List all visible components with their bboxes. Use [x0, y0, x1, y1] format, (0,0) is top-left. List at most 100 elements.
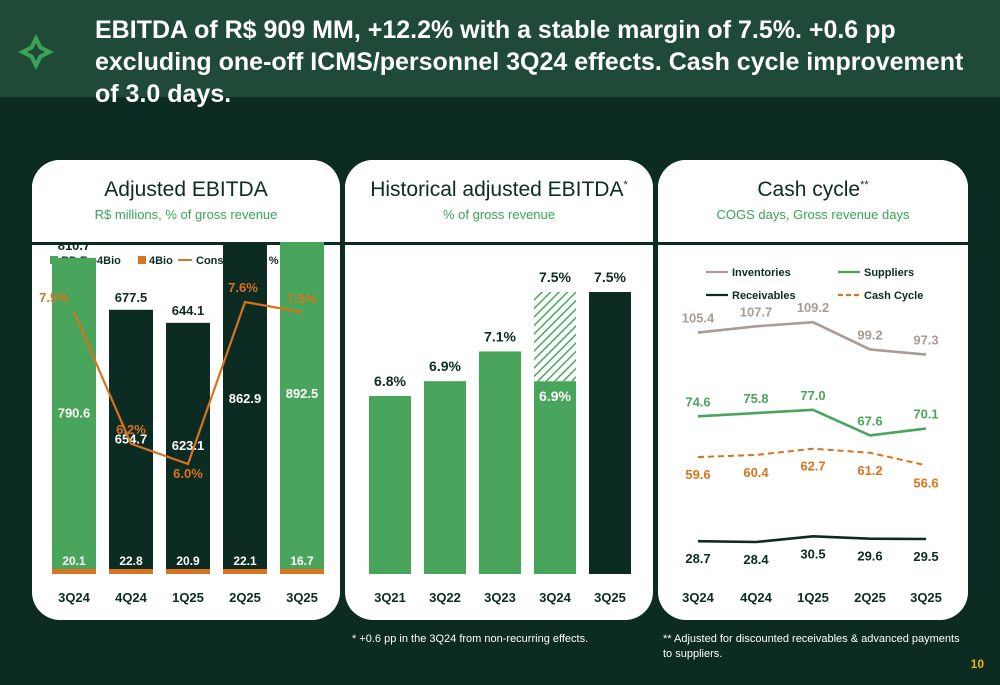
x-tick-label: 4Q24	[115, 590, 148, 605]
bar-rd-ex-4bio	[109, 309, 153, 569]
bar-value-label: 7.5%	[594, 269, 626, 285]
chart-subtitle: COGS days, Gross revenue days	[716, 207, 910, 222]
bar-4bio	[280, 569, 324, 574]
point-label: 59.6	[685, 467, 710, 482]
bar-4bio-label: 22.8	[119, 554, 143, 568]
x-tick-label: 3Q22	[429, 590, 461, 605]
footnote-1: * +0.6 pp in the 3Q24 from non-recurring…	[352, 633, 589, 645]
page-title: EBITDA of R$ 909 MM, +12.2% with a stabl…	[95, 16, 964, 108]
adjusted-ebitda-panel: Adjusted EBITDA R$ millions, % of gross …	[32, 160, 340, 620]
bar-4bio	[109, 569, 153, 574]
point-label: 56.6	[913, 475, 938, 490]
bar	[534, 381, 576, 574]
chart-title-text: Historical adjusted EBITDA	[370, 178, 624, 201]
legend-label: 4Bio	[149, 255, 173, 267]
margin-label: 7.5%	[287, 291, 317, 306]
x-tick-label: 2Q25	[229, 590, 261, 605]
bar	[369, 396, 411, 574]
x-tick-label: 3Q21	[374, 590, 406, 605]
point-label: 67.6	[857, 413, 882, 428]
series-line	[697, 534, 927, 544]
point-label: 61.2	[857, 463, 882, 478]
series-line	[697, 408, 927, 437]
series-line	[697, 447, 927, 467]
point-label: 28.4	[743, 552, 769, 567]
bar-total-label: 810.7	[58, 242, 91, 253]
panel-header: Adjusted EBITDA R$ millions, % of gross …	[32, 160, 340, 245]
bar-4bio-label: 20.9	[176, 554, 200, 568]
x-tick-label: 3Q23	[484, 590, 516, 605]
x-tick-label: 3Q25	[594, 590, 626, 605]
chart-title: Historical adjusted EBITDA*	[345, 178, 653, 202]
chart-subtitle: % of gross revenue	[442, 207, 555, 222]
point-label: 99.2	[857, 327, 882, 342]
point-label: 29.5	[913, 549, 938, 564]
point-label: 107.7	[740, 304, 773, 319]
bar-value-label: 6.9%	[429, 358, 461, 374]
legend-swatch	[138, 256, 146, 264]
legend-label: Cash Cycle	[864, 290, 923, 302]
bar-non-recurring	[534, 292, 576, 382]
x-tick-label: 2Q25	[854, 590, 886, 605]
historical-ebitda-panel: Historical adjusted EBITDA* % of gross r…	[345, 160, 653, 620]
bar-4bio	[223, 569, 267, 574]
bar	[424, 381, 466, 574]
series-line	[697, 320, 927, 356]
adjusted-ebitda-chart: RD Ex-4Bio4BioConsolidated % GR790.620.1…	[39, 242, 324, 605]
x-tick-label: 3Q24	[682, 590, 715, 605]
bar-4bio-label: 16.7	[290, 554, 314, 568]
bar-value-label: 790.6	[58, 405, 91, 420]
bar-value-label: 7.1%	[484, 328, 516, 344]
title-marker: **	[860, 179, 869, 191]
point-label: 97.3	[913, 333, 938, 348]
x-tick-label: 3Q24	[58, 590, 91, 605]
bar-total-label: 7.5%	[539, 269, 571, 285]
legend-label: Inventories	[732, 267, 791, 279]
margin-label: 6.2%	[116, 422, 146, 437]
margin-label: 6.0%	[173, 466, 203, 481]
bar-rd-ex-4bio	[166, 322, 210, 569]
header-banner: EBITDA of R$ 909 MM, +12.2% with a stabl…	[0, 0, 1000, 108]
point-label: 109.2	[797, 300, 830, 315]
bar-value-label: 6.9%	[539, 388, 571, 404]
x-tick-label: 3Q25	[286, 590, 318, 605]
bar-value-label: 6.8%	[374, 373, 406, 389]
point-label: 75.8	[743, 391, 768, 406]
bar-4bio	[52, 569, 96, 574]
bar-total-label: 644.1	[172, 303, 205, 318]
bar	[479, 351, 521, 574]
point-label: 77.0	[800, 388, 825, 403]
bar-value-label: 623.1	[172, 438, 205, 453]
legend-label: Receivables	[732, 290, 796, 302]
x-tick-label: 3Q24	[539, 590, 572, 605]
chart-title: Cash cycle**	[658, 178, 968, 202]
x-tick-label: 1Q25	[172, 590, 204, 605]
historical-ebitda-chart: 6.8% 3Q21 6.9% 3Q22 7.1% 3Q23 7.5% 6.9% 3Q24 7.5%…	[369, 269, 631, 605]
bar-value-label: 862.9	[229, 391, 262, 406]
x-tick-label: 3Q25	[910, 590, 942, 605]
bar-4bio-label: 22.1	[233, 554, 257, 568]
chart-title: Adjusted EBITDA	[104, 178, 268, 201]
panel-header: Historical adjusted EBITDA* % of gross r…	[345, 160, 653, 245]
bar-4bio	[166, 569, 210, 574]
point-label: 74.6	[685, 394, 710, 409]
point-label: 62.7	[800, 459, 825, 474]
chart-subtitle: R$ millions, % of gross revenue	[94, 207, 278, 222]
chart-title-text: Cash cycle	[757, 178, 861, 201]
page-number: 10	[970, 657, 984, 671]
point-label: 70.1	[913, 407, 938, 422]
footnote-2: ** Adjusted for discounted receivables &…	[663, 633, 960, 660]
x-tick-label: 4Q24	[740, 590, 773, 605]
x-tick-label: 1Q25	[797, 590, 829, 605]
bar-total-label: 677.5	[115, 290, 148, 305]
bar-rd-ex-4bio	[223, 242, 267, 569]
bar-rd-ex-4bio	[52, 257, 96, 569]
margin-line	[72, 300, 303, 466]
point-label: 28.7	[685, 551, 710, 566]
margin-label: 7.6%	[228, 280, 258, 295]
cash-cycle-panel: Cash cycle** COGS days, Gross revenue da…	[658, 160, 968, 620]
bar-value-label: 654.7	[115, 431, 148, 446]
point-label: 60.4	[743, 465, 769, 480]
title-marker: *	[623, 179, 628, 191]
bar-value-label: 892.5	[286, 386, 319, 401]
